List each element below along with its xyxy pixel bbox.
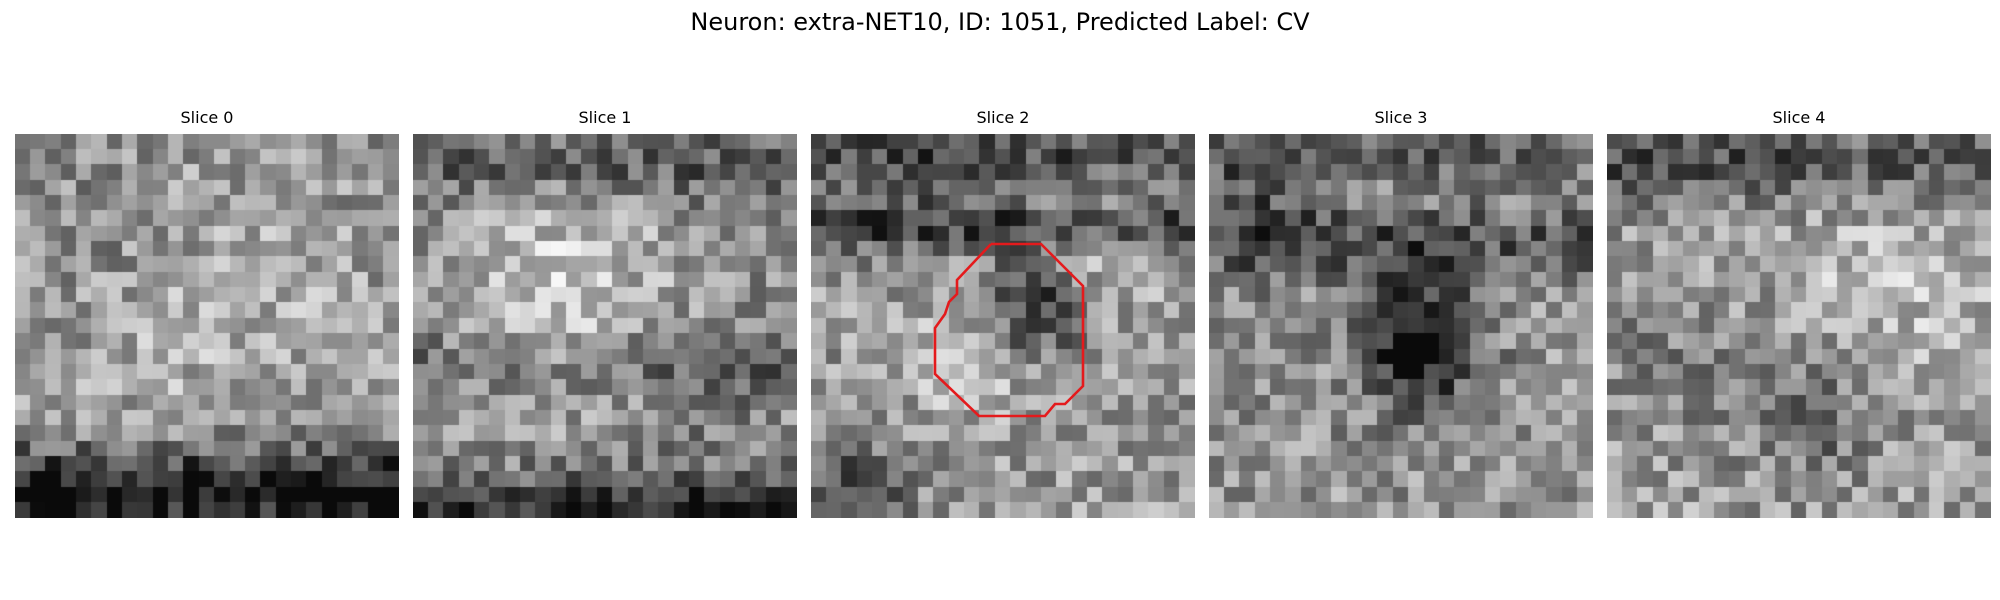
figure-title: Neuron: extra-NET10, ID: 1051, Predicted… [690,8,1310,36]
slice-image-2 [811,134,1195,518]
slice-image-1 [413,134,797,518]
slice-image-0 [15,134,399,518]
slice-title: Slice 0 [180,108,234,127]
slice-panel-2: Slice 2 [811,108,1195,518]
slice-title: Slice 3 [1374,108,1428,127]
slice-panel-4: Slice 4 [1607,108,1991,518]
slice-title: Slice 4 [1772,108,1826,127]
slice-panel-3: Slice 3 [1209,108,1593,518]
slice-title: Slice 1 [578,108,632,127]
slice-image-3 [1209,134,1593,518]
slice-panel-1: Slice 1 [413,108,797,518]
slice-title: Slice 2 [976,108,1030,127]
slice-image-4 [1607,134,1991,518]
slice-panel-0: Slice 0 [15,108,399,518]
